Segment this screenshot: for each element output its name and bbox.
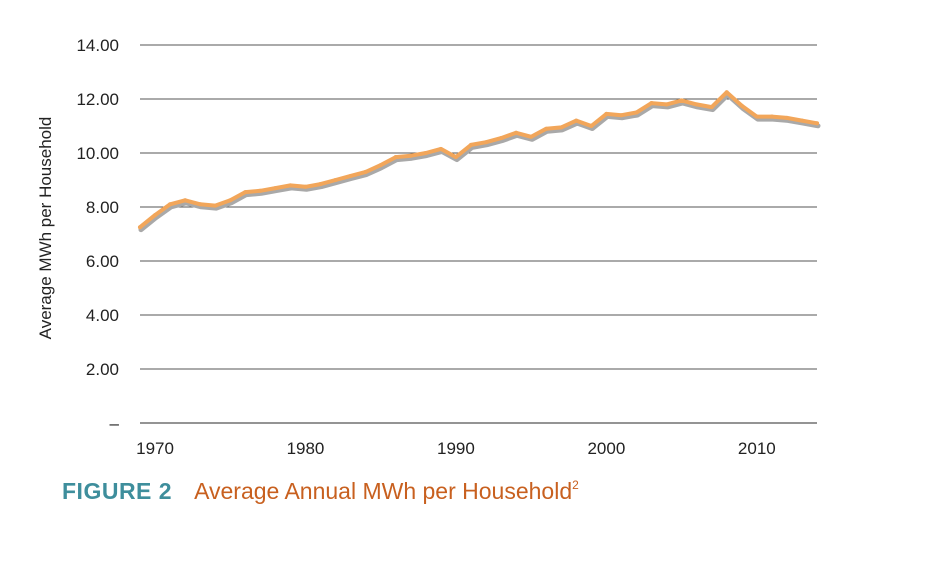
y-tick-label: 4.00 [86,306,119,325]
data-point-1979 [288,183,293,188]
data-point-1971 [168,202,173,207]
y-tick-label: 8.00 [86,198,119,217]
data-point-1980 [303,184,308,189]
data-point-1988 [423,151,428,155]
data-point-1992 [484,140,489,145]
gridlines [140,44,817,424]
data-point-2010 [754,114,759,119]
data-point-1983 [348,173,353,178]
x-tick-label: 2000 [587,439,625,458]
data-point-1981 [318,182,323,187]
data-point-2008 [724,90,729,95]
x-axis-tick-labels: 1970 1980 1990 2000 2010 [136,439,776,458]
y-tick-label: 2.00 [86,360,119,379]
data-point-1994 [514,130,519,135]
data-point-2000 [604,111,609,116]
data-point-1973 [198,202,203,207]
figure-caption: FIGURE 2 Average Annual MWh per Household… [62,478,579,505]
figure-title: Average Annual MWh per Household2 [194,478,579,504]
y-axis-title: Average MWh per Household [36,117,55,340]
figure-label: FIGURE 2 [62,478,173,504]
data-point-1995 [529,134,534,139]
series-line [138,90,819,230]
data-point-2012 [784,115,789,120]
data-point-2005 [679,98,684,103]
y-tick-label: – [110,414,120,433]
data-point-1972 [183,198,188,203]
data-point-1987 [408,153,413,158]
y-axis-tick-labels: – 2.00 4.00 6.00 8.00 10.00 12.00 14.00 [76,36,119,433]
x-tick-label: 2010 [738,439,776,458]
data-point-1982 [333,178,338,182]
data-point-1974 [213,203,218,208]
data-point-1978 [273,186,278,191]
data-point-2001 [619,113,624,118]
x-tick-label: 1970 [136,439,174,458]
footnote-marker: 2 [572,478,579,492]
figure-title-text: Average Annual MWh per Household [194,478,573,504]
data-point-1969 [138,225,142,230]
data-point-1989 [438,146,443,151]
data-point-1996 [544,126,549,131]
data-point-2013 [799,118,804,123]
data-point-2011 [769,114,774,119]
data-point-1997 [559,125,564,130]
x-tick-label: 1990 [437,439,475,458]
data-point-1986 [393,155,398,160]
data-point-2007 [709,105,714,110]
data-point-1975 [228,198,233,203]
data-point-1998 [574,118,579,123]
data-point-2006 [694,102,699,107]
data-point-1976 [243,190,248,195]
data-point-1977 [258,188,263,193]
series-points [138,90,819,230]
data-point-1999 [589,124,594,128]
data-point-1985 [378,163,383,168]
data-point-2014 [815,121,819,126]
x-tick-label: 1980 [287,439,325,458]
y-tick-label: 10.00 [76,144,119,163]
line-chart: – 2.00 4.00 6.00 8.00 10.00 12.00 14.00 1970 198… [36,36,821,458]
data-point-2002 [634,110,639,115]
data-point-2004 [664,102,669,107]
data-point-2009 [739,103,744,108]
y-tick-label: 12.00 [76,90,119,109]
data-point-1993 [499,136,504,141]
data-point-1970 [153,213,158,218]
y-tick-label: 14.00 [76,36,119,55]
data-point-1991 [468,142,473,147]
data-point-1990 [453,155,458,160]
data-point-1984 [363,169,368,174]
data-point-2003 [649,101,654,106]
y-tick-label: 6.00 [86,252,119,271]
series-line-shadow [138,92,821,233]
